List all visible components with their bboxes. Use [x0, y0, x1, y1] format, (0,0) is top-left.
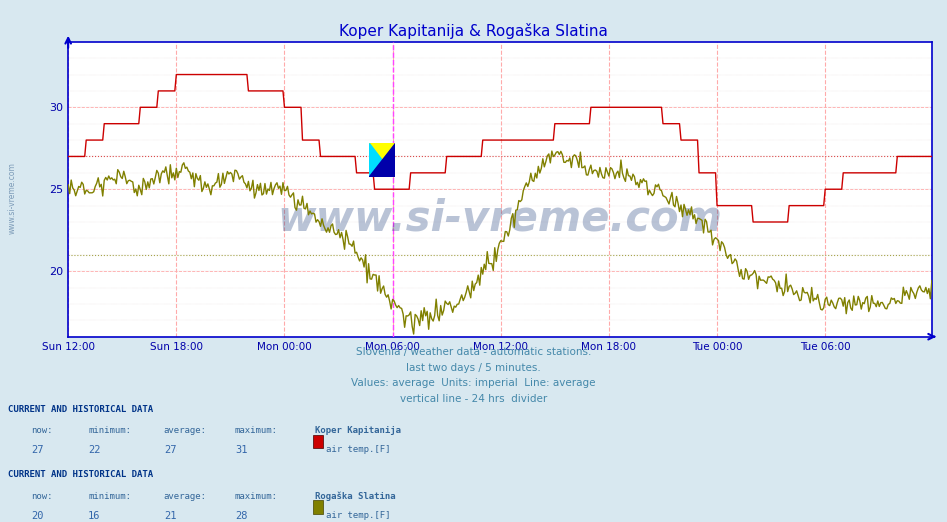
- Text: minimum:: minimum:: [88, 426, 131, 435]
- Text: Koper Kapitanija & Rogaška Slatina: Koper Kapitanija & Rogaška Slatina: [339, 23, 608, 40]
- Text: air temp.[F]: air temp.[F]: [326, 445, 390, 454]
- Text: maximum:: maximum:: [235, 426, 277, 435]
- Polygon shape: [369, 144, 396, 177]
- Text: vertical line - 24 hrs  divider: vertical line - 24 hrs divider: [400, 394, 547, 404]
- Text: 27: 27: [164, 445, 176, 455]
- Text: average:: average:: [164, 426, 206, 435]
- Text: air temp.[F]: air temp.[F]: [326, 511, 390, 519]
- Text: maximum:: maximum:: [235, 492, 277, 501]
- Text: 31: 31: [235, 445, 247, 455]
- Text: Koper Kapitanija: Koper Kapitanija: [315, 426, 402, 435]
- Text: 27: 27: [31, 445, 44, 455]
- Text: minimum:: minimum:: [88, 492, 131, 501]
- Text: www.si-vreme.com: www.si-vreme.com: [8, 162, 17, 234]
- Text: Rogaška Slatina: Rogaška Slatina: [315, 492, 396, 501]
- Text: 20: 20: [31, 511, 44, 520]
- Polygon shape: [369, 144, 396, 177]
- Text: Values: average  Units: imperial  Line: average: Values: average Units: imperial Line: av…: [351, 378, 596, 388]
- Text: 21: 21: [164, 511, 176, 520]
- Text: average:: average:: [164, 492, 206, 501]
- Text: 16: 16: [88, 511, 100, 520]
- Text: www.si-vreme.com: www.si-vreme.com: [277, 198, 723, 240]
- Polygon shape: [369, 144, 396, 177]
- Text: 28: 28: [235, 511, 247, 520]
- Text: CURRENT AND HISTORICAL DATA: CURRENT AND HISTORICAL DATA: [8, 405, 152, 413]
- Text: now:: now:: [31, 492, 53, 501]
- Text: last two days / 5 minutes.: last two days / 5 minutes.: [406, 363, 541, 373]
- Text: now:: now:: [31, 426, 53, 435]
- Text: CURRENT AND HISTORICAL DATA: CURRENT AND HISTORICAL DATA: [8, 470, 152, 479]
- Text: 22: 22: [88, 445, 100, 455]
- Text: Slovenia / weather data - automatic stations.: Slovenia / weather data - automatic stat…: [356, 347, 591, 357]
